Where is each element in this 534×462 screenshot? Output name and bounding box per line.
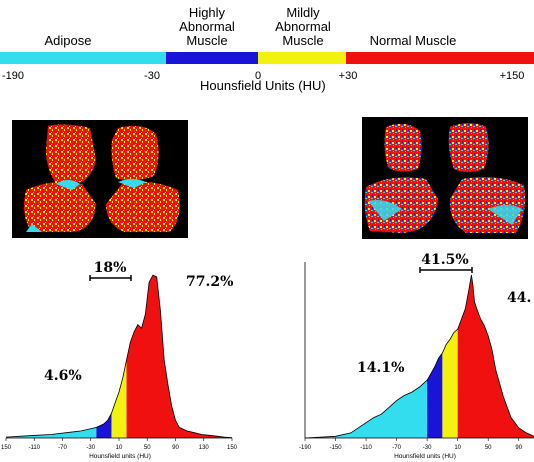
x-tick-label: -190 [299, 445, 312, 451]
histogram-left: 150 -110 -70 -30 10 50 90 130 150 Hounsfield unit… [1, 260, 238, 460]
x-tick-label: 150 [227, 445, 238, 451]
x-tick-label: -110 [360, 445, 372, 451]
scale-bar-normal-muscle [346, 52, 534, 64]
x-tick-label: 150 [1, 445, 12, 451]
x-axis-label: Hounsfield units (HU) [89, 453, 151, 460]
histogram-band-1 [96, 413, 112, 438]
scale-tick-minus190: -190 [1, 70, 25, 82]
histogram-band-0 [305, 380, 428, 438]
histogram-band-3 [457, 274, 534, 438]
histogram-band-0 [6, 427, 97, 438]
x-tick-label: 50 [144, 445, 151, 451]
scale-bar-mildly-abnormal [258, 52, 346, 64]
scale-bar-highly-abnormal [166, 52, 258, 64]
label-highly-abnormal: Highly Abnormal Muscle [179, 5, 235, 48]
x-tick-label: 130 [199, 445, 210, 451]
x-tick-label: -150 [330, 445, 343, 451]
annotation-right-percent: 44. [507, 290, 531, 306]
scale-tick-plus30: +30 [338, 70, 358, 82]
x-tick-label: -70 [58, 445, 67, 451]
annotation-left-percent: 4.6% [44, 368, 82, 384]
histogram-band-2 [442, 329, 458, 438]
histogram-band-3 [126, 275, 232, 438]
label-normal-muscle: Normal Muscle [369, 33, 457, 48]
scale-bar-adipose [0, 52, 166, 64]
annotation-bracket-percent: 41.5% [421, 252, 468, 268]
x-tick-label: 90 [515, 445, 522, 451]
label-adipose: Adipose [44, 33, 92, 48]
histogram-band-2 [111, 360, 127, 438]
annotation-bracket-percent: 18% [94, 260, 127, 276]
histogram-outline [304, 274, 534, 439]
x-tick-label: 90 [172, 445, 179, 451]
histogram-right: -190 -150 -110 -70 -30 10 50 90 Hounsfield units… [299, 252, 534, 460]
ct-scan-right [362, 117, 528, 239]
x-tick-label: -30 [86, 445, 95, 451]
scale-tick-minus30: -30 [144, 70, 160, 82]
histogram-outline [5, 274, 233, 438]
x-tick-label: 50 [485, 445, 492, 451]
x-tick-label: 10 [454, 445, 461, 451]
annotation-left-percent: 14.1% [357, 360, 404, 376]
x-axis-label: Hounsfield units (HU) [394, 453, 456, 460]
x-tick-label: 10 [116, 445, 123, 451]
annotation-right-percent: 77.2% [186, 274, 233, 290]
scale-tick-0: 0 [254, 70, 262, 82]
scale-tick-plus150: +150 [499, 70, 525, 82]
scale-title: Hounsfield Units (HU) [200, 78, 326, 93]
x-tick-label: -30 [423, 445, 432, 451]
label-mildly-abnormal: Mildly Abnormal Muscle [275, 5, 331, 48]
x-tick-label: -110 [28, 445, 40, 451]
ct-scan-left [12, 120, 188, 238]
x-tick-label: -70 [392, 445, 401, 451]
